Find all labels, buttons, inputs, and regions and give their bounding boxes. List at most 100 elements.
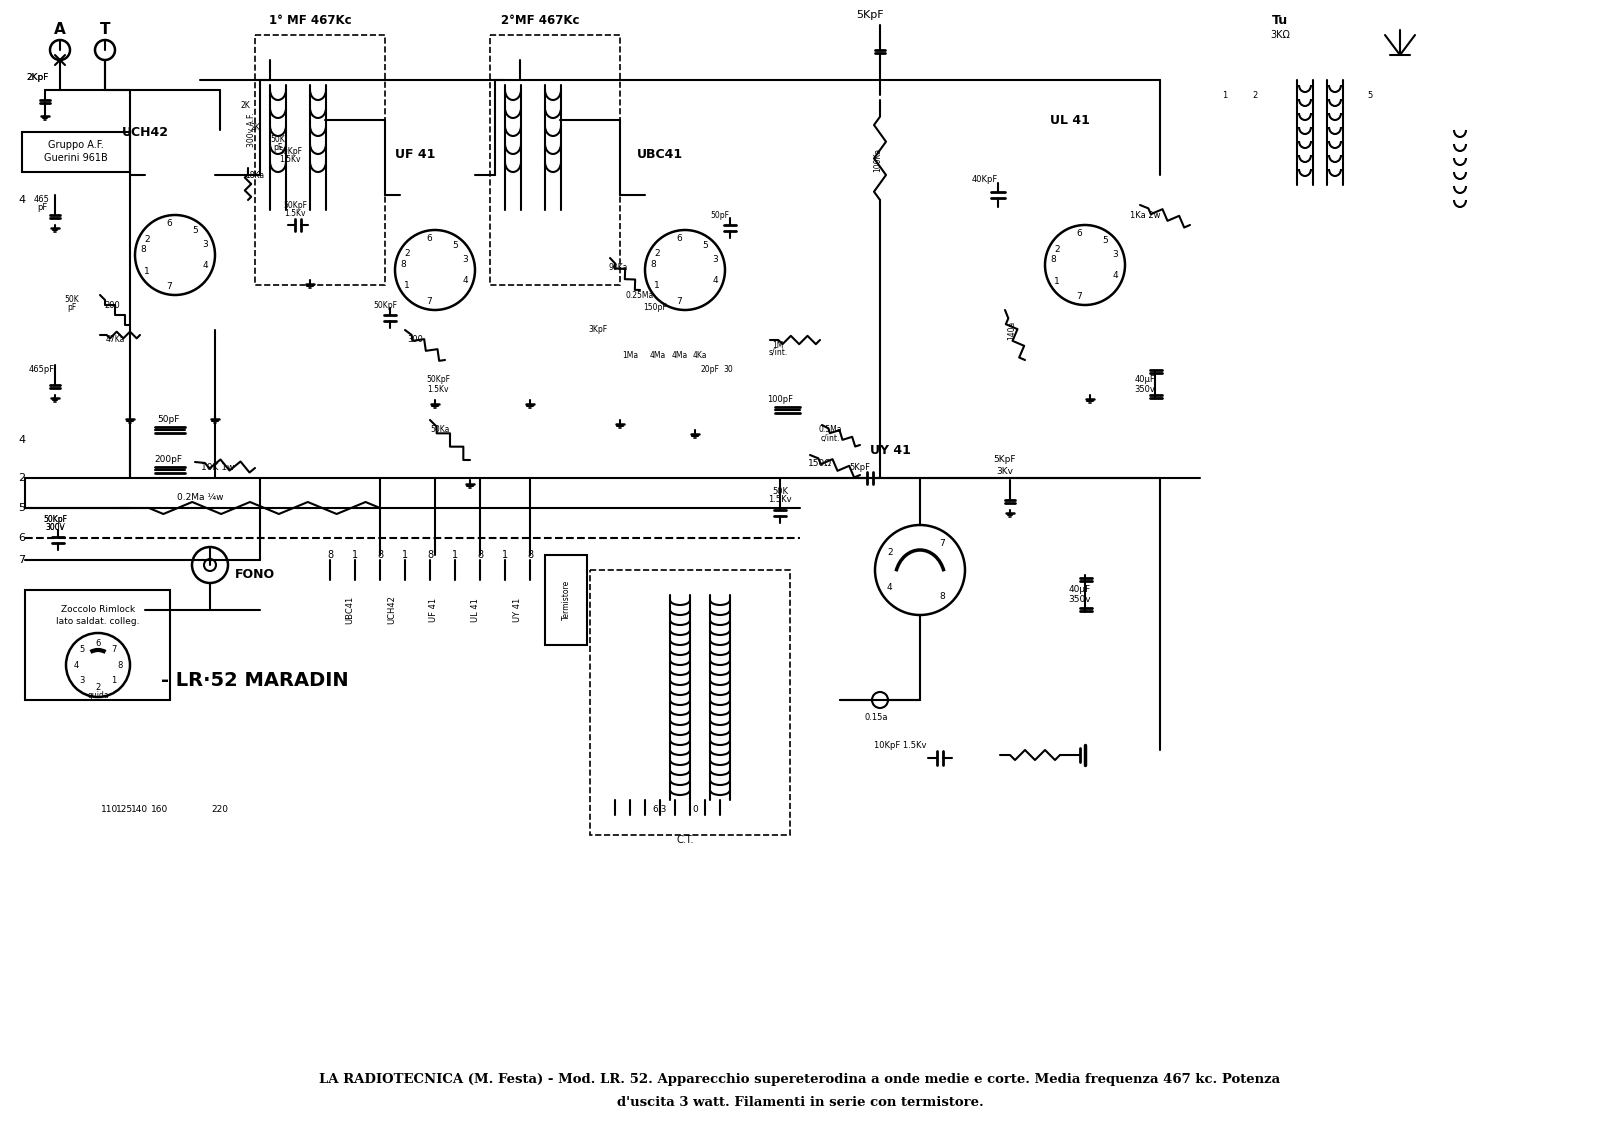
Text: 50KpF: 50KpF bbox=[373, 301, 397, 310]
Text: UY 41: UY 41 bbox=[514, 598, 523, 622]
Text: 1: 1 bbox=[502, 550, 509, 560]
Text: 4Ka: 4Ka bbox=[693, 351, 707, 360]
Text: 3: 3 bbox=[462, 254, 467, 264]
Text: 8: 8 bbox=[651, 260, 656, 269]
Text: 6: 6 bbox=[166, 219, 173, 228]
Text: 5: 5 bbox=[1368, 90, 1373, 100]
Text: 125: 125 bbox=[117, 805, 133, 814]
Text: 50KpF: 50KpF bbox=[43, 516, 67, 525]
Text: 18Ka: 18Ka bbox=[245, 171, 264, 180]
Text: 2: 2 bbox=[654, 250, 661, 259]
Text: 7: 7 bbox=[166, 282, 173, 291]
Text: 40µF: 40µF bbox=[1069, 586, 1091, 595]
Text: lato saldat. colleg.: lato saldat. colleg. bbox=[56, 618, 139, 627]
Text: 8: 8 bbox=[1051, 254, 1056, 264]
Text: 90Ka: 90Ka bbox=[608, 264, 627, 273]
Text: 8: 8 bbox=[526, 550, 533, 560]
Text: 1: 1 bbox=[654, 282, 661, 291]
Text: 200pF: 200pF bbox=[154, 456, 182, 465]
Bar bbox=[19, 10, 1581, 1020]
Text: 8: 8 bbox=[141, 245, 146, 254]
Text: 1: 1 bbox=[144, 267, 150, 276]
Text: 300V: 300V bbox=[45, 524, 66, 533]
Text: 4: 4 bbox=[886, 582, 893, 592]
Text: 1.5Kv: 1.5Kv bbox=[768, 495, 792, 504]
Text: pF: pF bbox=[37, 204, 46, 213]
Text: UL 41: UL 41 bbox=[1050, 113, 1090, 127]
Text: 4: 4 bbox=[462, 276, 467, 285]
Text: 0.15a: 0.15a bbox=[864, 714, 888, 723]
Text: 2: 2 bbox=[144, 234, 150, 243]
Text: 5KpF: 5KpF bbox=[850, 464, 870, 473]
Text: 2: 2 bbox=[1054, 244, 1061, 253]
Text: UBC41: UBC41 bbox=[637, 148, 683, 162]
Text: 2°MF 467Kc: 2°MF 467Kc bbox=[501, 14, 579, 26]
Text: 2: 2 bbox=[19, 473, 26, 483]
Text: 8: 8 bbox=[117, 661, 123, 670]
Text: 6.3: 6.3 bbox=[653, 805, 667, 814]
Text: 465: 465 bbox=[34, 196, 50, 205]
Text: 4Ma: 4Ma bbox=[672, 351, 688, 360]
Text: 8: 8 bbox=[400, 260, 406, 269]
Text: 8: 8 bbox=[378, 550, 382, 560]
Text: 2K: 2K bbox=[240, 101, 250, 110]
Text: 100pF: 100pF bbox=[766, 396, 794, 405]
Text: 7: 7 bbox=[677, 297, 682, 307]
Text: 50K: 50K bbox=[771, 487, 787, 497]
Text: 3: 3 bbox=[1112, 250, 1118, 259]
Text: 160: 160 bbox=[152, 805, 168, 814]
Text: 0.2Mа ¼w: 0.2Mа ¼w bbox=[176, 493, 224, 502]
Text: 1M: 1M bbox=[773, 340, 784, 349]
Text: 8: 8 bbox=[326, 550, 333, 560]
Text: 6: 6 bbox=[1077, 228, 1082, 238]
Text: guida: guida bbox=[86, 691, 109, 699]
Text: 2KpF: 2KpF bbox=[27, 74, 50, 83]
Text: 1: 1 bbox=[1054, 276, 1061, 285]
Text: 150Ω: 150Ω bbox=[808, 458, 832, 467]
Text: 6: 6 bbox=[19, 533, 26, 543]
Text: 5KpF: 5KpF bbox=[856, 10, 883, 20]
Text: 4: 4 bbox=[74, 661, 78, 670]
Text: 1: 1 bbox=[402, 550, 408, 560]
Text: 350v: 350v bbox=[1134, 386, 1155, 395]
Text: 2: 2 bbox=[405, 250, 410, 259]
Text: Zoccolo Rimlock: Zoccolo Rimlock bbox=[61, 605, 134, 614]
Text: 10KpF 1.5Kv: 10KpF 1.5Kv bbox=[874, 741, 926, 750]
Text: 10K 1w: 10K 1w bbox=[202, 464, 235, 473]
Text: 1.5Kv: 1.5Kv bbox=[285, 208, 306, 217]
Text: C.T.: C.T. bbox=[677, 835, 694, 845]
Text: 50KpF: 50KpF bbox=[278, 147, 302, 156]
Text: 110: 110 bbox=[101, 805, 118, 814]
Text: 3: 3 bbox=[202, 240, 208, 249]
Text: 300v A.F.: 300v A.F. bbox=[248, 113, 256, 147]
Text: Guerini 961B: Guerini 961B bbox=[45, 153, 107, 163]
Text: 3: 3 bbox=[712, 254, 718, 264]
Text: 1: 1 bbox=[110, 676, 117, 685]
Text: UCH42: UCH42 bbox=[122, 126, 168, 138]
Text: 200: 200 bbox=[104, 301, 120, 310]
Text: 6: 6 bbox=[427, 234, 432, 243]
Text: 220: 220 bbox=[211, 805, 229, 814]
Text: 3KpF: 3KpF bbox=[589, 326, 608, 335]
Text: 50Ka: 50Ka bbox=[430, 425, 450, 434]
Text: 5: 5 bbox=[192, 226, 198, 235]
Bar bbox=[254, 35, 386, 285]
Bar bbox=[26, 590, 170, 700]
Text: 5: 5 bbox=[453, 241, 459, 250]
Text: 140a: 140a bbox=[1008, 320, 1016, 339]
Text: 0: 0 bbox=[693, 805, 698, 814]
Text: UCH42: UCH42 bbox=[387, 596, 397, 624]
Text: 4: 4 bbox=[202, 261, 208, 270]
Text: 8: 8 bbox=[939, 593, 946, 602]
Text: 7: 7 bbox=[1077, 292, 1082, 301]
Text: c/int.: c/int. bbox=[821, 433, 840, 442]
Text: 47Ka: 47Ka bbox=[106, 336, 125, 345]
Text: 4: 4 bbox=[19, 195, 26, 205]
Text: 0.5Ma: 0.5Ma bbox=[818, 425, 842, 434]
Text: 50pF: 50pF bbox=[157, 415, 179, 424]
Text: 1: 1 bbox=[405, 282, 410, 291]
Text: 50KpF: 50KpF bbox=[426, 375, 450, 385]
Text: pF: pF bbox=[67, 302, 77, 311]
Text: 7: 7 bbox=[427, 297, 432, 307]
Text: UBC41: UBC41 bbox=[346, 596, 355, 624]
